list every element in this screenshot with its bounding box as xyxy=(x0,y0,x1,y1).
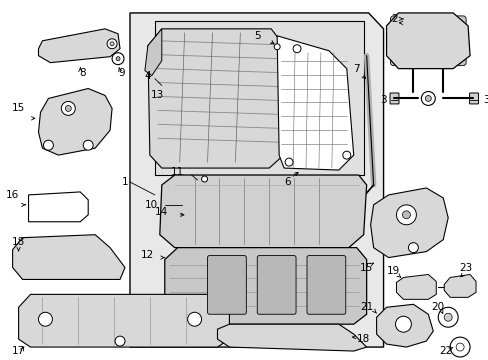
FancyBboxPatch shape xyxy=(59,199,77,215)
Circle shape xyxy=(285,158,292,166)
Circle shape xyxy=(65,105,71,111)
Polygon shape xyxy=(28,192,88,222)
Circle shape xyxy=(107,39,117,49)
Polygon shape xyxy=(19,294,229,347)
Text: 3: 3 xyxy=(380,95,386,105)
Text: 13: 13 xyxy=(151,90,164,100)
Text: 9: 9 xyxy=(119,68,125,78)
Circle shape xyxy=(425,95,430,102)
FancyBboxPatch shape xyxy=(35,199,52,215)
Circle shape xyxy=(407,243,418,253)
Polygon shape xyxy=(443,274,475,297)
Text: 1: 1 xyxy=(122,177,128,187)
Text: 12: 12 xyxy=(141,249,154,260)
Polygon shape xyxy=(217,324,366,351)
Text: 7: 7 xyxy=(353,64,359,74)
Circle shape xyxy=(43,140,53,150)
Polygon shape xyxy=(386,13,469,69)
Text: 11: 11 xyxy=(171,167,184,177)
Polygon shape xyxy=(376,304,432,347)
Text: 21: 21 xyxy=(359,302,372,312)
FancyBboxPatch shape xyxy=(389,93,398,104)
Ellipse shape xyxy=(55,35,109,53)
FancyBboxPatch shape xyxy=(468,93,478,104)
FancyBboxPatch shape xyxy=(52,246,74,271)
Text: 16: 16 xyxy=(6,190,19,200)
Text: 23: 23 xyxy=(459,262,472,273)
Polygon shape xyxy=(144,29,162,76)
Text: 15: 15 xyxy=(359,262,372,273)
Text: 4: 4 xyxy=(144,71,151,81)
Polygon shape xyxy=(155,21,363,175)
Polygon shape xyxy=(130,13,383,347)
Text: 22: 22 xyxy=(439,346,452,356)
Circle shape xyxy=(201,176,207,182)
FancyBboxPatch shape xyxy=(306,256,345,314)
Circle shape xyxy=(421,91,434,105)
Circle shape xyxy=(83,140,93,150)
Text: 20: 20 xyxy=(431,302,444,312)
Circle shape xyxy=(187,312,201,326)
Circle shape xyxy=(443,313,451,321)
Circle shape xyxy=(39,312,52,326)
Text: 6: 6 xyxy=(283,177,290,187)
FancyBboxPatch shape xyxy=(207,256,246,314)
Circle shape xyxy=(274,44,280,50)
Text: 18: 18 xyxy=(12,237,25,247)
Text: 18: 18 xyxy=(356,334,369,344)
Text: 15: 15 xyxy=(12,103,25,113)
FancyBboxPatch shape xyxy=(390,16,465,66)
Polygon shape xyxy=(13,235,125,279)
Text: 10: 10 xyxy=(145,200,158,210)
Text: 14: 14 xyxy=(155,207,168,217)
FancyBboxPatch shape xyxy=(26,246,48,271)
Polygon shape xyxy=(147,29,288,168)
Text: 17: 17 xyxy=(12,346,25,356)
Text: 2: 2 xyxy=(390,14,397,24)
Circle shape xyxy=(112,53,124,65)
Polygon shape xyxy=(39,29,120,63)
Circle shape xyxy=(110,42,114,46)
Text: 5: 5 xyxy=(253,31,260,41)
Circle shape xyxy=(395,316,410,332)
Polygon shape xyxy=(277,36,353,170)
Polygon shape xyxy=(164,248,366,324)
Circle shape xyxy=(115,336,125,346)
Text: 19: 19 xyxy=(386,266,399,276)
Circle shape xyxy=(402,211,409,219)
Circle shape xyxy=(61,102,75,115)
Polygon shape xyxy=(160,175,366,248)
FancyBboxPatch shape xyxy=(78,246,100,271)
Text: 8: 8 xyxy=(79,68,85,78)
Circle shape xyxy=(437,307,457,327)
Circle shape xyxy=(342,151,350,159)
FancyBboxPatch shape xyxy=(257,256,295,314)
Circle shape xyxy=(116,57,120,61)
Circle shape xyxy=(449,337,469,357)
Circle shape xyxy=(292,45,301,53)
Text: 3: 3 xyxy=(482,95,488,105)
Polygon shape xyxy=(396,274,435,299)
Circle shape xyxy=(396,205,415,225)
Circle shape xyxy=(455,343,463,351)
Polygon shape xyxy=(39,89,112,155)
Polygon shape xyxy=(370,188,447,257)
